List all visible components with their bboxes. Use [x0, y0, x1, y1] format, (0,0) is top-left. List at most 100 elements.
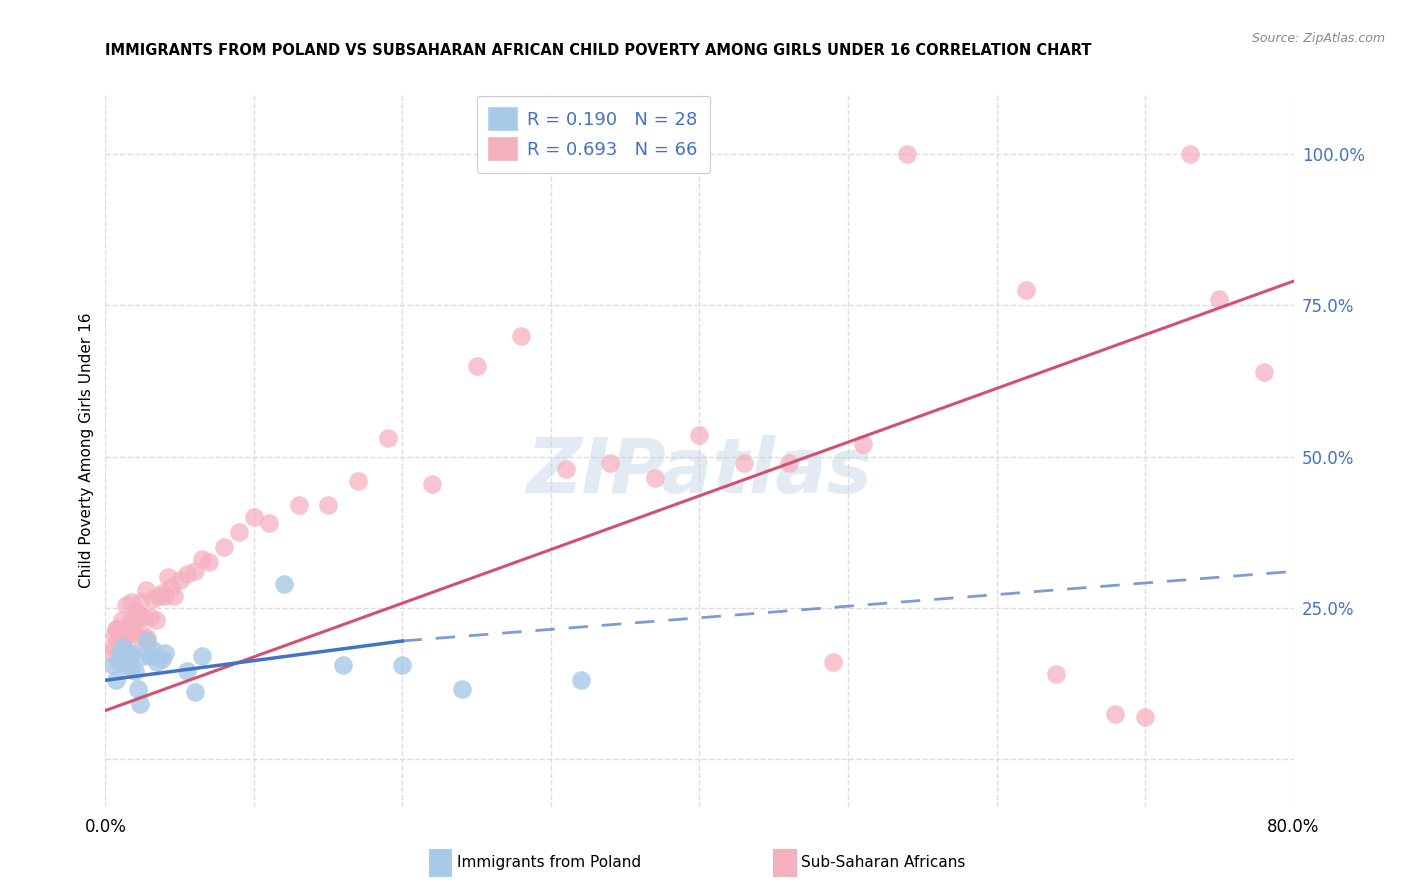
- Point: [142, 643, 165, 657]
- Point: [121, 622, 143, 636]
- Point: [569, 673, 592, 688]
- Point: [103, 628, 125, 642]
- Point: [136, 634, 159, 648]
- Point: [214, 540, 236, 554]
- Point: [104, 622, 127, 636]
- Point: [108, 634, 131, 648]
- Point: [114, 658, 136, 673]
- Legend: R = 0.190   N = 28, R = 0.693   N = 66: R = 0.190 N = 28, R = 0.693 N = 66: [477, 95, 710, 173]
- Point: [125, 609, 148, 624]
- Point: [465, 359, 488, 373]
- Point: [98, 646, 121, 660]
- Point: [124, 604, 146, 618]
- Point: [115, 598, 138, 612]
- Point: [689, 428, 711, 442]
- Text: ZIPatlas: ZIPatlas: [526, 435, 873, 508]
- Point: [391, 658, 413, 673]
- Point: [176, 567, 198, 582]
- Point: [1253, 365, 1275, 379]
- Point: [136, 631, 159, 645]
- Point: [129, 631, 152, 645]
- Point: [131, 628, 153, 642]
- Point: [121, 646, 143, 660]
- Point: [118, 652, 141, 666]
- Point: [1178, 147, 1201, 161]
- Point: [110, 628, 132, 642]
- Point: [243, 510, 266, 524]
- Point: [139, 649, 162, 664]
- Point: [139, 609, 162, 624]
- Point: [120, 661, 142, 675]
- Point: [122, 615, 145, 630]
- Point: [332, 658, 354, 673]
- Point: [156, 570, 179, 584]
- Point: [124, 664, 146, 678]
- Point: [377, 431, 399, 445]
- Point: [150, 652, 173, 666]
- Point: [111, 613, 134, 627]
- Point: [1104, 706, 1126, 721]
- Point: [257, 516, 280, 530]
- Point: [145, 613, 167, 627]
- Point: [127, 607, 149, 621]
- Point: [135, 582, 157, 597]
- Point: [191, 649, 214, 664]
- Y-axis label: Child Poverty Among Girls Under 16: Child Poverty Among Girls Under 16: [79, 313, 94, 588]
- Point: [104, 673, 127, 688]
- Point: [778, 456, 800, 470]
- Point: [1045, 667, 1067, 681]
- Point: [146, 655, 169, 669]
- Point: [191, 552, 214, 566]
- Text: IMMIGRANTS FROM POLAND VS SUBSAHARAN AFRICAN CHILD POVERTY AMONG GIRLS UNDER 16 : IMMIGRANTS FROM POLAND VS SUBSAHARAN AFR…: [105, 43, 1092, 58]
- Point: [420, 476, 443, 491]
- Point: [148, 589, 170, 603]
- Point: [733, 456, 755, 470]
- Point: [128, 698, 150, 712]
- Point: [347, 474, 370, 488]
- Point: [450, 682, 472, 697]
- Point: [150, 585, 173, 599]
- Point: [273, 576, 295, 591]
- Point: [228, 525, 250, 540]
- Point: [118, 615, 141, 630]
- Point: [1015, 283, 1038, 297]
- Point: [1208, 293, 1230, 307]
- Point: [120, 594, 142, 608]
- Point: [823, 655, 845, 669]
- Point: [117, 646, 139, 660]
- Point: [105, 622, 128, 636]
- Point: [316, 498, 339, 512]
- Point: [599, 456, 621, 470]
- Point: [142, 591, 165, 606]
- Point: [510, 328, 533, 343]
- Point: [110, 646, 132, 660]
- Point: [198, 555, 221, 569]
- Point: [101, 658, 124, 673]
- Point: [153, 589, 176, 603]
- Point: [169, 574, 191, 588]
- Point: [101, 640, 124, 654]
- Point: [183, 685, 205, 699]
- Point: [112, 634, 135, 648]
- Point: [183, 565, 205, 579]
- Point: [163, 589, 186, 603]
- Point: [128, 594, 150, 608]
- Point: [1133, 709, 1156, 723]
- Point: [159, 580, 181, 594]
- Point: [554, 461, 576, 475]
- Point: [108, 655, 131, 669]
- Point: [132, 609, 155, 624]
- Point: [644, 471, 666, 485]
- Point: [153, 646, 176, 660]
- Point: [896, 147, 918, 161]
- Point: [131, 649, 153, 664]
- Text: Source: ZipAtlas.com: Source: ZipAtlas.com: [1251, 31, 1385, 45]
- Point: [112, 640, 135, 654]
- Point: [117, 628, 139, 642]
- Point: [114, 622, 136, 636]
- Point: [287, 498, 309, 512]
- Point: [176, 664, 198, 678]
- Point: [127, 682, 149, 697]
- Text: Sub-Saharan Africans: Sub-Saharan Africans: [801, 855, 966, 870]
- Point: [852, 437, 875, 451]
